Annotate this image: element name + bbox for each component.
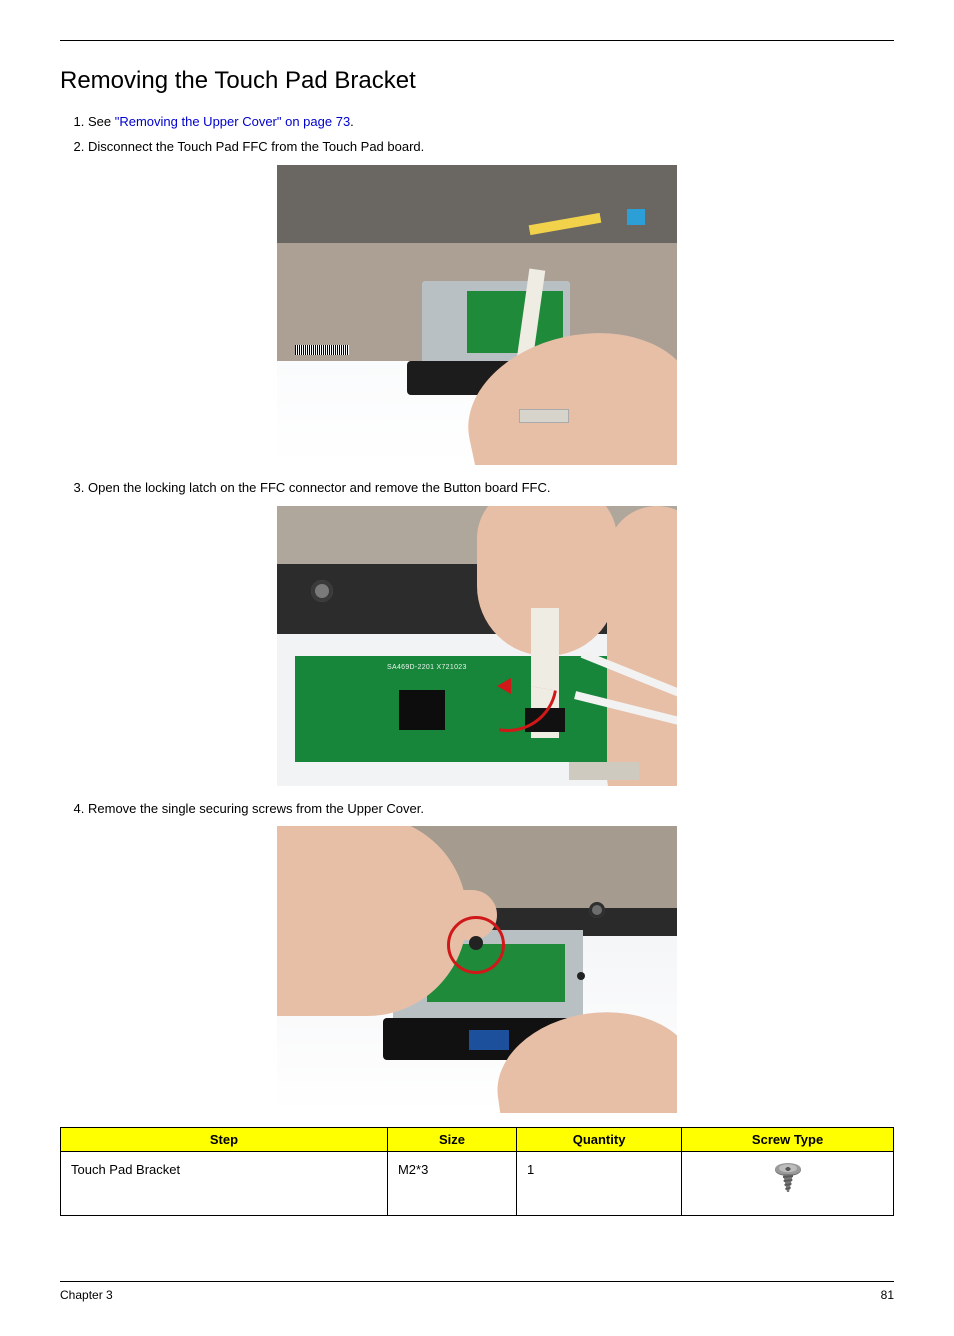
page-footer: Chapter 3 81	[60, 1281, 894, 1302]
cell-screw-icon	[682, 1152, 894, 1216]
footer-page-number: 81	[881, 1288, 894, 1302]
header-rule	[60, 40, 894, 41]
step-1-prefix: See	[88, 114, 115, 129]
th-type: Screw Type	[682, 1128, 894, 1152]
step-1-suffix: .	[350, 114, 354, 129]
step-list-4: Remove the single securing screws from t…	[60, 800, 894, 819]
step-list-3: Open the locking latch on the FFC connec…	[60, 479, 894, 498]
step-2: Disconnect the Touch Pad FFC from the To…	[88, 138, 894, 157]
footer-rule	[60, 1281, 894, 1282]
step-1: See "Removing the Upper Cover" on page 7…	[88, 113, 894, 132]
th-qty: Quantity	[517, 1128, 682, 1152]
th-size: Size	[387, 1128, 516, 1152]
step-list: See "Removing the Upper Cover" on page 7…	[60, 113, 894, 157]
figure-disconnect-ffc	[277, 165, 677, 465]
callout-circle	[447, 916, 505, 974]
th-step: Step	[61, 1128, 388, 1152]
step-4: Remove the single securing screws from t…	[88, 800, 894, 819]
figure-remove-screw	[277, 826, 677, 1113]
cell-step: Touch Pad Bracket	[61, 1152, 388, 1216]
table-row: Touch Pad Bracket M2*3 1	[61, 1152, 894, 1216]
screw-icon	[768, 1162, 808, 1196]
footer-chapter: Chapter 3	[60, 1288, 113, 1302]
pcb-silkscreen: SA469D-2201 X721023	[387, 664, 467, 671]
figure-open-latch: SA469D-2201 X721023	[277, 506, 677, 786]
cell-qty: 1	[517, 1152, 682, 1216]
screw-table: Step Size Quantity Screw Type Touch Pad …	[60, 1127, 894, 1216]
step-3: Open the locking latch on the FFC connec…	[88, 479, 894, 498]
cell-size: M2*3	[387, 1152, 516, 1216]
step-1-link[interactable]: "Removing the Upper Cover" on page 73	[115, 114, 350, 129]
section-title: Removing the Touch Pad Bracket	[60, 67, 894, 95]
